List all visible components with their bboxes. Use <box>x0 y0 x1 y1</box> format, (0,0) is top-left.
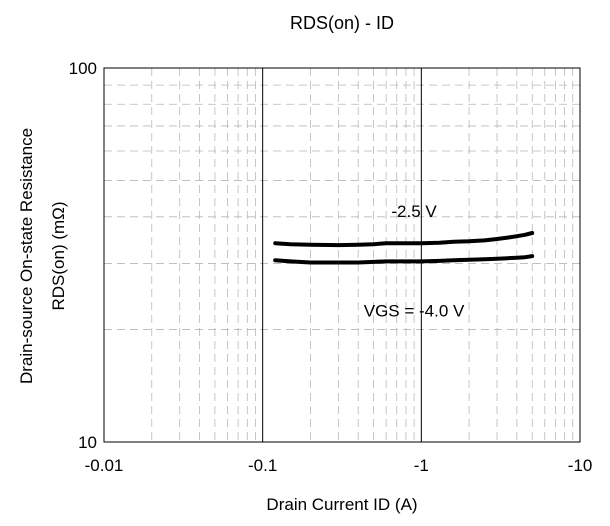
x-tick-label: -0.1 <box>248 456 277 475</box>
series-line-2 <box>273 254 535 265</box>
x-tick-label: -1 <box>414 456 429 475</box>
y-tick-label: 100 <box>69 59 97 78</box>
y-tick-labels: 10 100 <box>69 59 97 452</box>
series-line-1 <box>273 231 535 248</box>
plot-area-frame <box>103 67 581 443</box>
y-tick-label: 10 <box>78 433 97 452</box>
series-annotation: VGS = -4.0 V <box>364 301 465 320</box>
major-gridlines <box>262 68 422 442</box>
series-annotation: -2.5 V <box>391 202 437 221</box>
x-tick-labels: -0.01 -0.1 -1 -10 <box>85 456 593 475</box>
x-axis-label: Drain Current ID (A) <box>266 495 417 514</box>
x-tick-label: -0.01 <box>85 456 124 475</box>
y-axis-label-line1: Drain-source On-state Resistance <box>17 128 36 384</box>
y-axis-label-line2: RDS(on) (mΩ) <box>49 201 68 310</box>
annotations: -2.5 V VGS = -4.0 V <box>364 202 465 320</box>
series-lines <box>273 231 535 265</box>
x-tick-label: -10 <box>568 456 593 475</box>
chart-title: RDS(on) - ID <box>290 13 394 33</box>
minor-gridlines <box>104 68 580 442</box>
